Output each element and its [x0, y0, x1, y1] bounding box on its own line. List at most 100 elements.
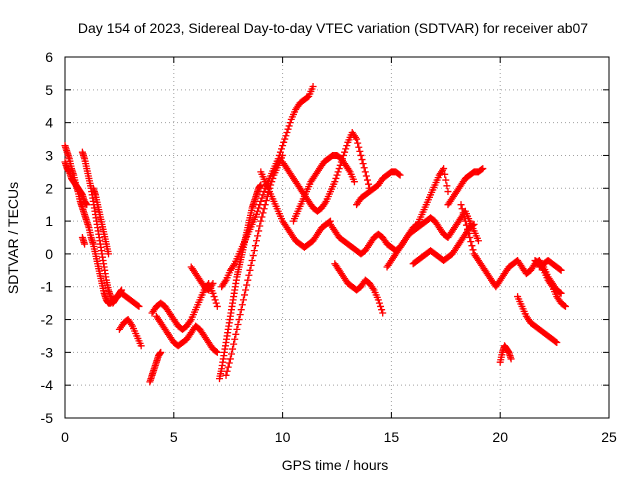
x-tick-label: 0 — [61, 429, 69, 445]
data-point — [557, 289, 565, 297]
data-point — [257, 181, 265, 189]
data-point — [309, 83, 317, 91]
data-point — [243, 281, 251, 289]
data-point — [209, 279, 217, 287]
data-point — [356, 147, 364, 155]
data-point — [242, 286, 250, 294]
data-point — [474, 237, 482, 245]
data-point — [461, 217, 469, 225]
data-point — [365, 180, 373, 188]
data-point — [213, 348, 221, 356]
series-arc-20 — [353, 168, 404, 209]
data-point — [134, 302, 142, 310]
data-point — [227, 350, 235, 358]
data-point — [251, 242, 259, 250]
series-arc-3 — [78, 148, 126, 307]
data-point — [252, 237, 260, 245]
data-point — [342, 145, 350, 153]
data-point — [351, 133, 359, 141]
data-point — [469, 246, 477, 254]
chart-title: Day 154 of 2023, Sidereal Day-to-day VTE… — [78, 20, 588, 36]
data-point — [127, 320, 135, 328]
data-point — [256, 222, 264, 230]
data-point — [224, 363, 232, 371]
data-point — [377, 302, 385, 310]
y-tick-label: -2 — [41, 312, 54, 328]
x-tick-label: 25 — [601, 429, 617, 445]
data-point — [359, 160, 367, 168]
data-point — [244, 276, 252, 284]
data-point — [233, 325, 241, 333]
data-point — [470, 220, 478, 228]
series-arc-17 — [289, 151, 358, 225]
axis-ticks — [64, 56, 610, 419]
series-arc-15 — [257, 168, 334, 251]
y-tick-label: 3 — [45, 147, 53, 163]
data-point — [355, 143, 363, 151]
data-point — [254, 207, 262, 215]
data-point — [229, 345, 237, 353]
data-point — [210, 293, 218, 301]
y-tick-label: 2 — [45, 180, 53, 196]
x-tick-label: 10 — [275, 429, 291, 445]
data-point — [353, 135, 361, 143]
series-arc-7 — [146, 348, 165, 386]
data-point — [222, 371, 230, 379]
data-point — [239, 296, 247, 304]
data-point — [276, 148, 284, 156]
data-point — [279, 142, 287, 150]
y-tick-label: 6 — [45, 49, 53, 65]
data-point — [441, 170, 449, 178]
data-point — [258, 213, 266, 221]
data-point — [255, 227, 263, 235]
series-arc-25 — [496, 342, 515, 366]
data-point — [245, 271, 253, 279]
data-point — [464, 225, 472, 233]
data-point — [362, 172, 370, 180]
data-point — [186, 317, 194, 325]
data-point — [247, 261, 255, 269]
data-point — [552, 338, 560, 346]
data-point — [369, 284, 377, 292]
data-point — [440, 165, 448, 173]
y-axis-label: SDTVAR / TECUs — [5, 182, 21, 294]
data-point — [334, 168, 342, 176]
series-arc-12 — [222, 151, 287, 379]
data-point — [241, 291, 249, 299]
data-point — [257, 217, 265, 225]
series-arc-23 — [444, 165, 487, 209]
data-point — [157, 348, 165, 356]
y-tick-label: -3 — [41, 344, 54, 360]
data-point — [238, 301, 246, 309]
data-point — [468, 242, 476, 250]
data-point — [321, 199, 329, 207]
data-point — [230, 261, 238, 269]
data-point — [212, 299, 220, 307]
y-tick-labels: -5 -4 -3 -2 -1 0 1 2 3 4 5 6 — [41, 49, 54, 426]
data-point — [457, 201, 465, 209]
data-point — [259, 191, 267, 199]
data-point — [237, 306, 245, 314]
plot-frame — [64, 56, 610, 419]
data-point — [213, 302, 221, 310]
data-point — [439, 166, 447, 174]
data-point — [278, 145, 286, 153]
data-point — [444, 188, 452, 196]
x-tick-label: 5 — [170, 429, 178, 445]
y-tick-label: 1 — [45, 213, 53, 229]
data-point — [341, 148, 349, 156]
data-point — [283, 128, 291, 136]
data-point — [223, 367, 231, 375]
data-point — [231, 335, 239, 343]
data-point — [466, 234, 474, 241]
data-point — [553, 339, 561, 347]
data-point — [467, 238, 475, 246]
data-point — [259, 209, 267, 217]
data-point — [354, 139, 362, 147]
data-point — [250, 247, 258, 255]
data-point — [332, 174, 340, 182]
data-point — [255, 204, 263, 212]
data-point — [234, 320, 242, 328]
data-point — [211, 296, 219, 304]
data-point — [257, 197, 265, 205]
